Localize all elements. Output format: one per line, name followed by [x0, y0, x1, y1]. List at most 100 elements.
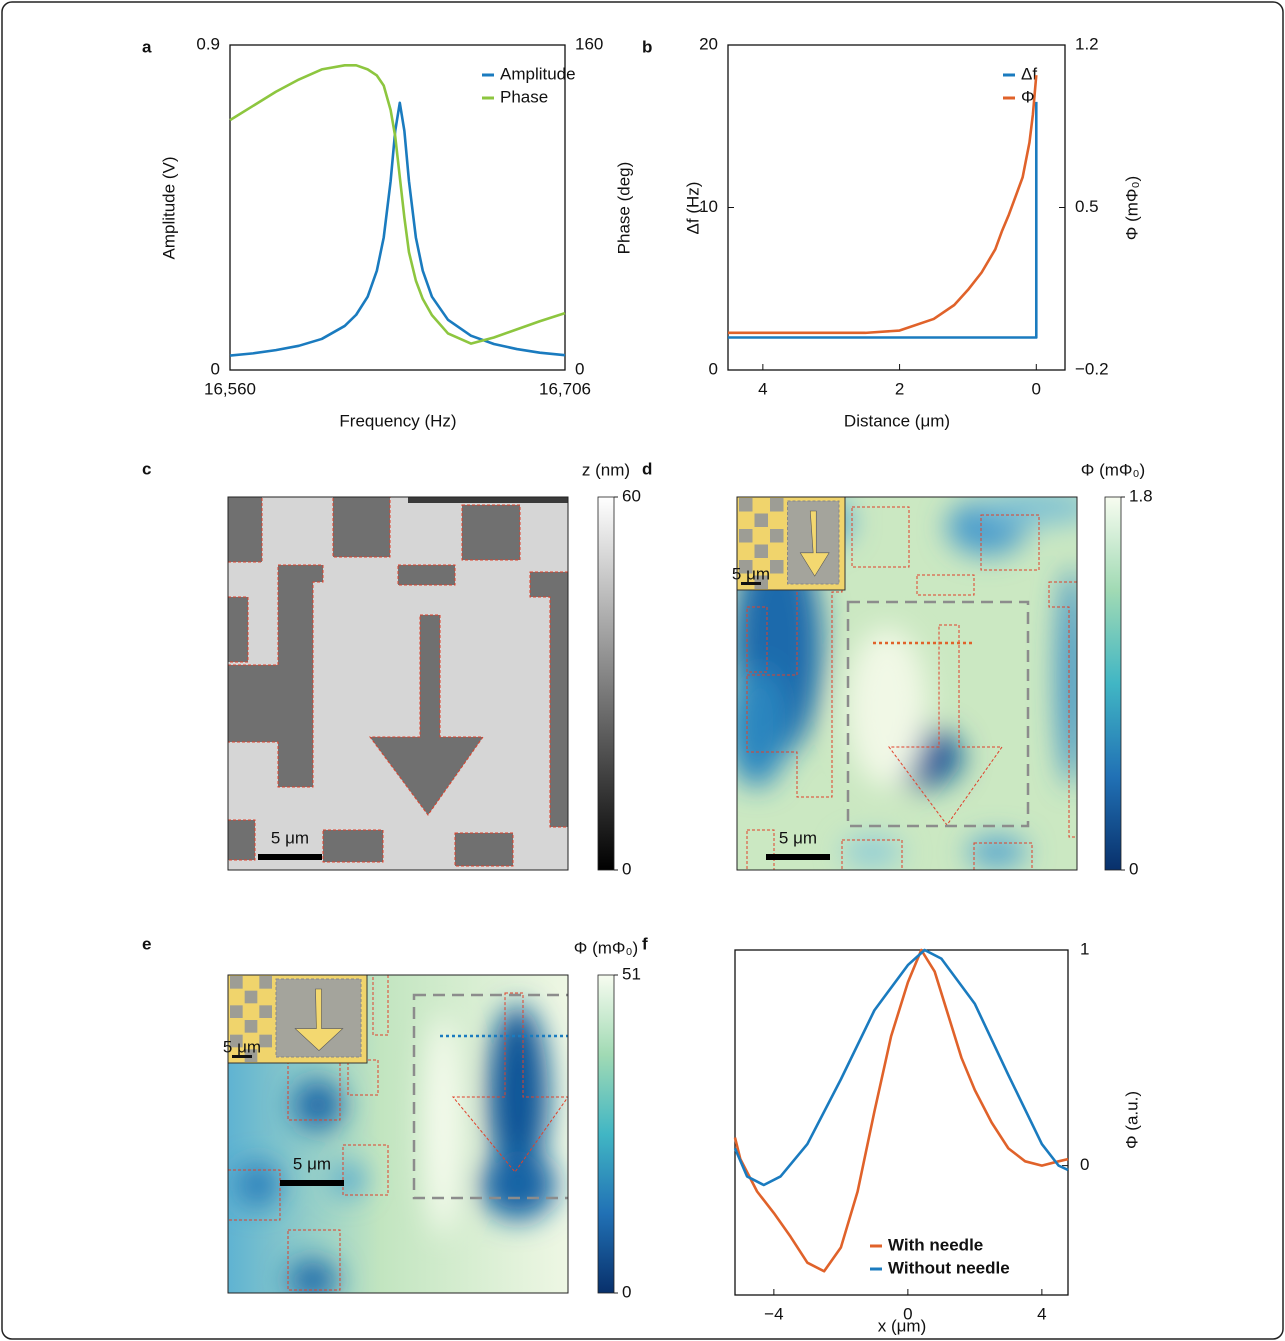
panel-letter: e	[142, 934, 151, 953]
series-line	[229, 101, 566, 357]
colorbar-label: Φ (mΦ₀)	[1081, 460, 1145, 479]
topography-feature	[228, 820, 255, 860]
topography-feature	[462, 505, 520, 560]
region-outline	[228, 1169, 281, 1221]
x-tick-label: 16,706	[539, 379, 591, 398]
y-tick-label: 0	[211, 359, 220, 378]
x-tick-label: 4	[758, 379, 767, 398]
region-outline	[397, 564, 456, 586]
inset-pad	[230, 1005, 243, 1018]
topography-feature	[333, 497, 390, 557]
region-box	[846, 600, 1030, 828]
topography-feature	[228, 497, 262, 562]
topography-feature	[228, 565, 323, 787]
series-line	[229, 64, 566, 345]
heat-blob	[967, 837, 1027, 867]
heat-blob	[425, 1015, 461, 1235]
heat-blob	[480, 1150, 556, 1220]
region-outline	[746, 574, 843, 798]
legend-label: Δf	[1021, 64, 1037, 83]
inset-pad	[739, 560, 753, 574]
topography-feature	[370, 615, 483, 815]
inset-pad	[754, 513, 768, 527]
region-box	[412, 993, 568, 1200]
region-outline	[841, 839, 903, 870]
inset-pad	[754, 544, 768, 558]
y2-axis-label: Φ (mΦ₀)	[1122, 176, 1141, 240]
region-outline	[529, 571, 568, 828]
heat-blob	[288, 1260, 338, 1293]
y-tick-label: 1	[1080, 939, 1089, 958]
heat-blob	[842, 837, 902, 867]
scale-bar-label: 5 μm	[779, 828, 817, 847]
x-axis-label: Frequency (Hz)	[339, 411, 456, 430]
heat-blob	[236, 1163, 280, 1207]
colorbar-tick-label: 60	[622, 486, 641, 505]
y2-axis-label: Phase (deg)	[614, 162, 633, 255]
heat-blob	[1058, 567, 1077, 787]
legend-label: Without needle	[888, 1258, 1010, 1277]
region-outline	[287, 1229, 341, 1291]
y-axis-label: Φ (a.u.)	[1122, 1091, 1141, 1149]
y-tick-label: 10	[699, 197, 718, 216]
image-frame	[227, 496, 569, 871]
y2-tick-label: 160	[575, 34, 603, 53]
inset-pad	[244, 1020, 258, 1033]
scale-bar	[280, 1180, 344, 1186]
colorbar-label: z (nm)	[582, 460, 630, 479]
region-outline	[369, 614, 484, 816]
x-axis-label: x (μm)	[878, 1316, 927, 1335]
colorbar-tick-label: 0	[622, 1282, 631, 1301]
region-outline	[973, 842, 1033, 870]
panel-letter: b	[642, 37, 652, 56]
region-outline	[454, 832, 514, 867]
y2-tick-label: 1.2	[1075, 34, 1099, 53]
panel-letter: f	[642, 934, 648, 953]
region-outline	[461, 504, 521, 561]
heat-blobs	[236, 1005, 556, 1293]
inset-scale-bar	[741, 582, 761, 585]
region-outline	[980, 514, 1040, 571]
topography-feature	[228, 597, 248, 662]
topography-feature	[398, 565, 455, 585]
scale-bar-label: 5 μm	[293, 1154, 331, 1173]
heat-blob	[977, 497, 1077, 525]
inset-scale-bar	[232, 1055, 252, 1058]
colorbar-tick-label: 1.8	[1129, 486, 1153, 505]
inset-pad	[230, 1034, 243, 1048]
panel-letter: d	[642, 459, 652, 478]
image-frame	[227, 974, 569, 1294]
inset-pad	[770, 560, 784, 574]
region-outline	[451, 992, 568, 1173]
region-outline	[287, 1059, 341, 1121]
heat-blob	[847, 627, 927, 787]
y2-tick-label: −0.2	[1075, 359, 1109, 378]
legend-label: Amplitude	[500, 64, 576, 83]
region-outline	[746, 829, 775, 870]
inset-scale-label: 5 μm	[223, 1037, 261, 1056]
region-outline	[228, 819, 256, 861]
inset-pad	[244, 990, 258, 1004]
plot-frame	[727, 44, 1066, 371]
inset-arrow	[799, 510, 830, 577]
x-tick-label: 16,560	[204, 379, 256, 398]
x-tick-label: 2	[895, 379, 904, 398]
colorbar-tick-label: 51	[622, 964, 641, 983]
inset-pad	[739, 529, 753, 543]
topography-feature	[530, 572, 568, 827]
inset-pad	[259, 1005, 272, 1018]
series-line	[728, 75, 1038, 335]
image-frame	[736, 496, 1078, 871]
region-outline	[228, 596, 249, 663]
region-outline	[347, 1059, 379, 1096]
region-outline	[888, 624, 1003, 826]
colorbar-label: Φ (mΦ₀)	[574, 938, 638, 957]
inset-pad	[259, 1034, 272, 1048]
y-axis-label: Amplitude (V)	[159, 157, 178, 260]
y-tick-label: 0	[709, 359, 718, 378]
colorbar-tick-label: 0	[1129, 859, 1138, 878]
inset-pad	[770, 498, 784, 512]
y2-tick-label: 0.5	[1075, 197, 1099, 216]
y-tick-label: 0.9	[196, 34, 220, 53]
